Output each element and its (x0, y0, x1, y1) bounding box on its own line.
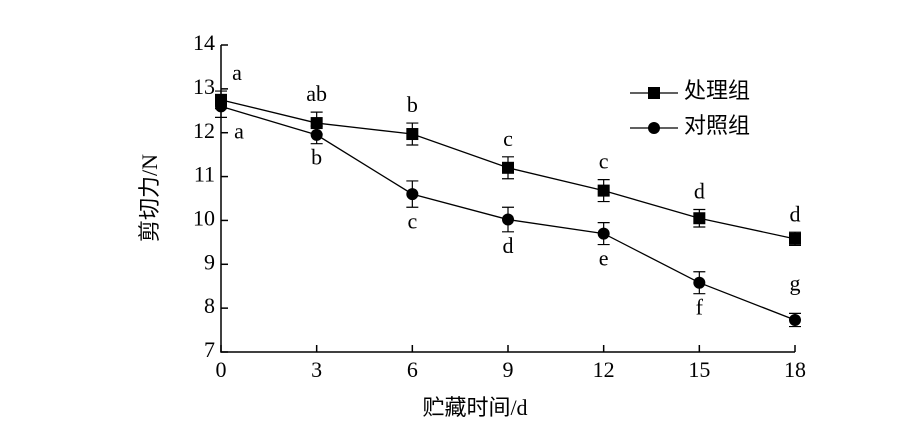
legend-marker (648, 87, 660, 99)
marker (502, 161, 514, 174)
marker (406, 128, 419, 141)
marker (310, 117, 323, 130)
significance-letter: b (407, 92, 418, 117)
x-tick-label: 15 (688, 357, 710, 382)
y-tick-label: 12 (193, 118, 215, 143)
marker (597, 184, 610, 197)
significance-letter: a (232, 60, 242, 85)
x-tick-label: 3 (311, 357, 322, 382)
significance-letter: ab (306, 81, 327, 106)
y-tick-label: 11 (194, 162, 215, 187)
significance-letter: c (503, 126, 513, 151)
legend-label: 处理组 (684, 78, 750, 103)
marker (502, 213, 514, 226)
x-axis-label: 贮藏时间/d (422, 395, 527, 420)
y-tick-label: 14 (193, 30, 215, 55)
significance-letter: c (599, 149, 609, 174)
marker (789, 232, 801, 245)
marker (693, 276, 706, 289)
marker (310, 128, 323, 141)
significance-letter: b (311, 145, 322, 170)
marker (597, 227, 610, 240)
significance-letter: d (790, 201, 801, 226)
significance-letter: d (694, 179, 705, 204)
y-tick-label: 10 (193, 205, 215, 230)
legend-label: 对照组 (684, 113, 750, 138)
x-tick-label: 0 (216, 357, 227, 382)
legend-marker (648, 122, 660, 134)
significance-letter: e (599, 246, 609, 271)
x-tick-label: 18 (784, 357, 806, 382)
x-tick-label: 6 (407, 357, 418, 382)
marker (693, 212, 706, 225)
y-tick-label: 8 (204, 293, 215, 318)
marker (406, 188, 419, 201)
y-axis-label: 剪切力/N (137, 154, 162, 242)
significance-letter: f (696, 295, 704, 320)
significance-letter: d (503, 233, 514, 258)
significance-letter: a (234, 118, 244, 143)
marker (789, 313, 801, 326)
significance-letter: c (407, 208, 417, 233)
y-tick-label: 9 (204, 249, 215, 274)
marker (215, 100, 227, 113)
significance-letter: g (790, 270, 801, 295)
y-tick-label: 13 (193, 74, 215, 99)
x-tick-label: 9 (503, 357, 514, 382)
x-tick-label: 12 (593, 357, 615, 382)
y-tick-label: 7 (204, 337, 215, 362)
